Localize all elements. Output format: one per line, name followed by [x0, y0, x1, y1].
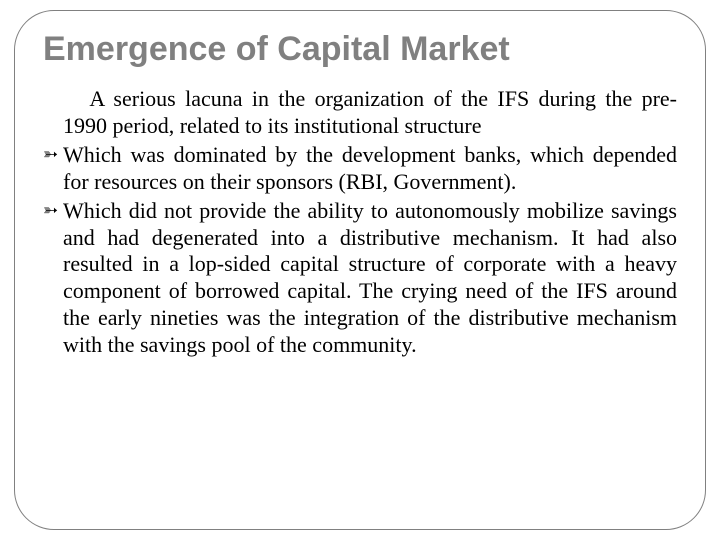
slide-title: Emergence of Capital Market: [43, 31, 677, 68]
bullet-text: Which did not provide the ability to aut…: [63, 198, 677, 359]
bullet-item: ➳ Which did not provide the ability to a…: [43, 198, 677, 359]
bullet-icon: ➳: [43, 142, 63, 166]
bullet-item: ➳ Which was dominated by the development…: [43, 142, 677, 196]
slide-frame: Emergence of Capital Market A serious la…: [14, 10, 706, 530]
slide-content: A serious lacuna in the organization of …: [43, 86, 677, 358]
paragraph-intro: A serious lacuna in the organization of …: [43, 86, 677, 140]
bullet-icon: ➳: [43, 198, 63, 222]
bullet-text: Which was dominated by the development b…: [63, 142, 677, 196]
